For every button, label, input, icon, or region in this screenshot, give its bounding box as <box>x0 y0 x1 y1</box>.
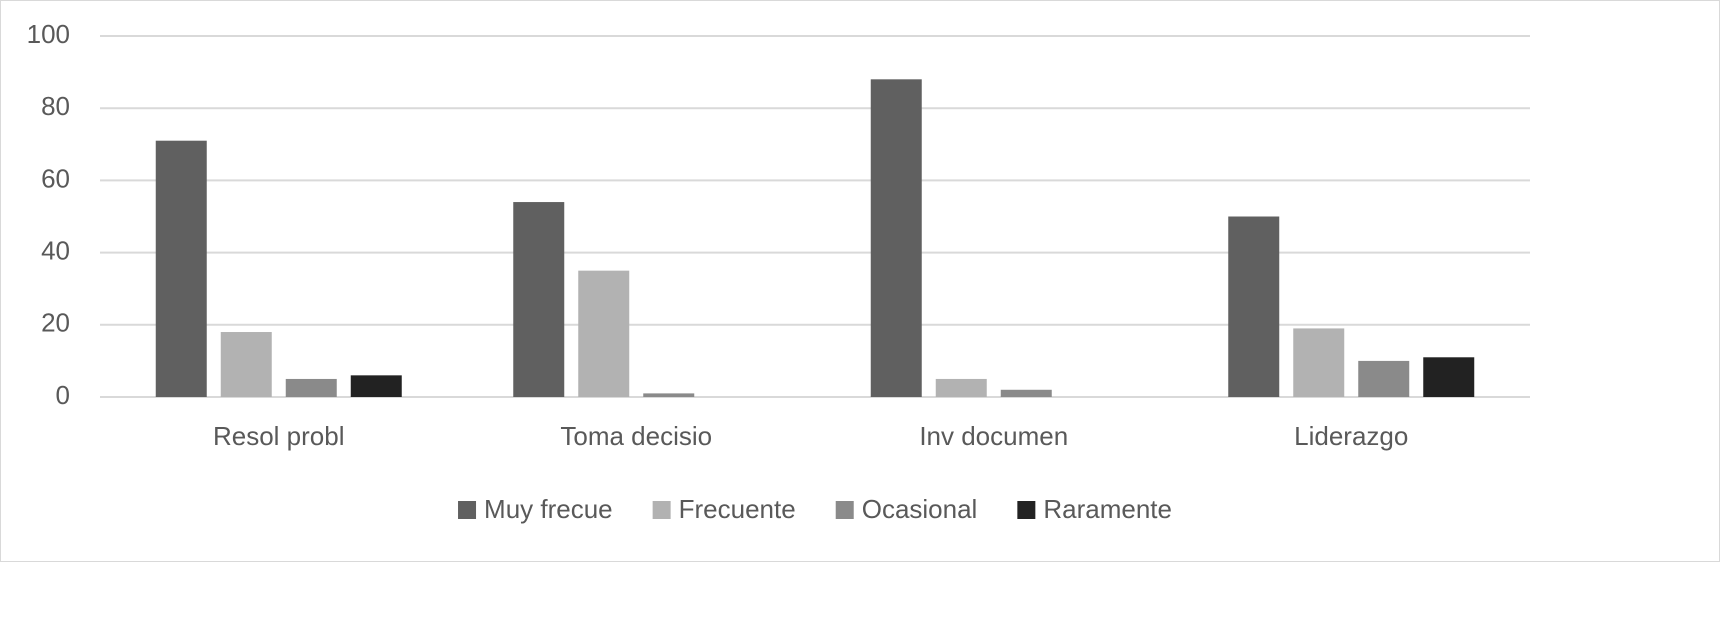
bar <box>935 378 987 397</box>
legend-swatch <box>458 501 477 519</box>
legend-swatch <box>652 501 671 519</box>
bar <box>1228 216 1280 397</box>
y-tick-label: 60 <box>41 163 70 193</box>
bar <box>350 375 402 397</box>
bar <box>285 378 337 397</box>
bar <box>870 79 922 397</box>
y-tick-label: 0 <box>56 380 70 410</box>
legend-label: Raramente <box>1043 494 1172 524</box>
bar <box>643 393 695 397</box>
bar <box>1000 389 1052 397</box>
x-tick-label: Toma decisio <box>560 421 712 451</box>
x-tick-label: Inv documen <box>919 421 1068 451</box>
y-tick-label: 40 <box>41 235 70 265</box>
y-tick-label: 20 <box>41 308 70 338</box>
x-tick-label: Resol probl <box>213 421 345 451</box>
x-tick-label: Liderazgo <box>1294 421 1408 451</box>
bar <box>220 332 272 397</box>
legend-label: Frecuente <box>679 494 796 524</box>
legend-label: Muy frecue <box>484 494 613 524</box>
chart-frame <box>0 0 1720 562</box>
bar <box>1293 328 1345 397</box>
legend-label: Ocasional <box>862 494 978 524</box>
bar <box>578 270 630 397</box>
legend-swatch <box>1017 501 1036 519</box>
bar <box>1358 360 1410 397</box>
bar <box>513 202 565 397</box>
bar <box>1423 357 1475 397</box>
legend-swatch <box>835 501 854 519</box>
y-tick-label: 100 <box>27 19 70 49</box>
y-tick-label: 80 <box>41 91 70 121</box>
bar <box>155 140 207 397</box>
